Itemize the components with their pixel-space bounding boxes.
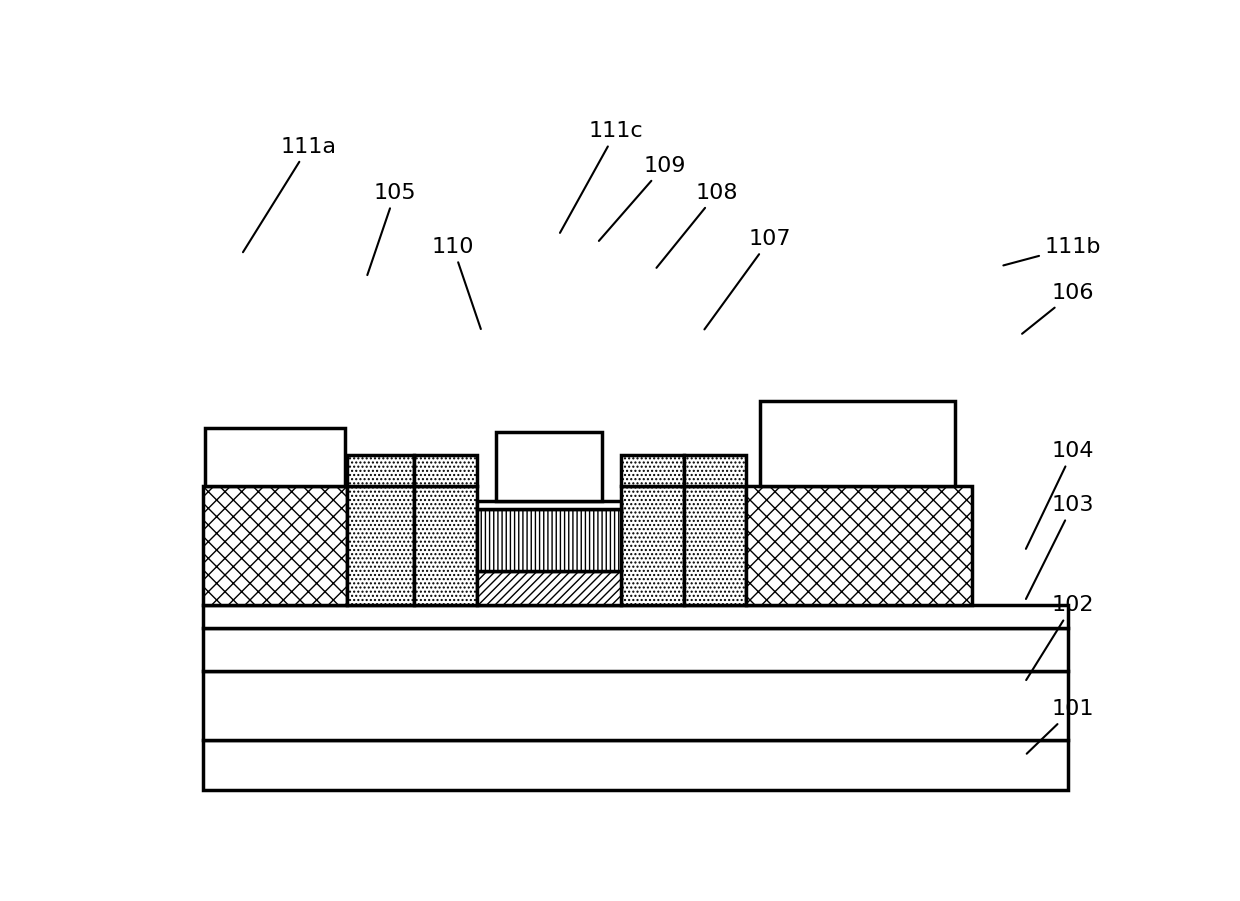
Bar bbox=[203, 486, 347, 605]
Bar bbox=[477, 509, 621, 570]
Bar bbox=[746, 486, 972, 605]
Text: 103: 103 bbox=[1025, 496, 1094, 599]
Bar bbox=[205, 428, 345, 486]
Text: 107: 107 bbox=[704, 229, 791, 330]
Bar bbox=[477, 501, 621, 509]
Text: 106: 106 bbox=[1022, 283, 1094, 333]
Bar bbox=[496, 432, 601, 501]
Bar bbox=[683, 455, 746, 486]
Bar bbox=[347, 455, 414, 486]
Text: 111b: 111b bbox=[1003, 237, 1101, 266]
Text: 108: 108 bbox=[656, 183, 739, 268]
Bar bbox=[203, 741, 1068, 790]
Text: 109: 109 bbox=[599, 156, 686, 241]
Bar bbox=[760, 401, 955, 486]
Bar bbox=[203, 629, 1068, 671]
Bar bbox=[347, 486, 414, 605]
Bar bbox=[683, 486, 746, 605]
Bar bbox=[414, 486, 477, 605]
Bar bbox=[621, 455, 683, 486]
Text: 105: 105 bbox=[367, 183, 417, 275]
Text: 102: 102 bbox=[1027, 596, 1094, 680]
Text: 110: 110 bbox=[432, 237, 481, 329]
Text: 111c: 111c bbox=[560, 122, 644, 232]
Text: 104: 104 bbox=[1025, 441, 1094, 549]
Bar bbox=[621, 486, 683, 605]
Bar bbox=[203, 605, 1068, 629]
Bar bbox=[414, 455, 477, 486]
Bar bbox=[203, 671, 1068, 741]
Bar bbox=[477, 570, 621, 605]
Text: 111a: 111a bbox=[243, 137, 337, 252]
Text: 101: 101 bbox=[1027, 699, 1094, 754]
